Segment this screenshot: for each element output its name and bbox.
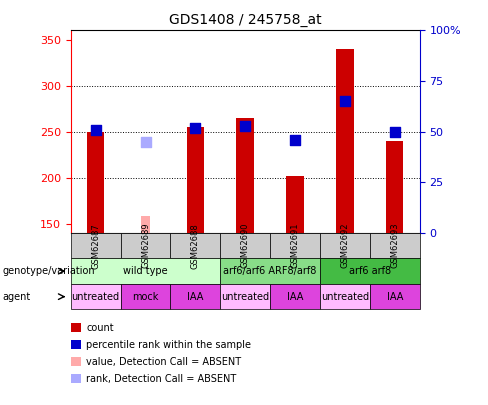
Text: GSM62693: GSM62693 — [390, 223, 399, 269]
Text: GSM62692: GSM62692 — [341, 223, 349, 269]
Text: GSM62690: GSM62690 — [241, 223, 250, 269]
Bar — [237, 118, 254, 233]
Text: agent: agent — [2, 292, 31, 302]
Text: untreated: untreated — [221, 292, 269, 302]
Text: untreated: untreated — [72, 292, 120, 302]
Text: GSM62689: GSM62689 — [141, 223, 150, 269]
Text: arf6 arf8: arf6 arf8 — [349, 266, 391, 276]
Point — [291, 136, 299, 143]
Point — [391, 128, 399, 135]
Point — [242, 122, 249, 129]
Bar — [87, 132, 104, 233]
Point — [191, 124, 199, 131]
Text: arf6/arf6 ARF8/arf8: arf6/arf6 ARF8/arf8 — [224, 266, 317, 276]
Title: GDS1408 / 245758_at: GDS1408 / 245758_at — [169, 13, 322, 27]
Text: GSM62687: GSM62687 — [91, 223, 100, 269]
Text: value, Detection Call = ABSENT: value, Detection Call = ABSENT — [86, 357, 242, 367]
Bar — [336, 49, 354, 233]
Text: genotype/variation: genotype/variation — [2, 266, 95, 276]
Text: IAA: IAA — [386, 292, 403, 302]
Bar — [141, 216, 150, 233]
Text: IAA: IAA — [287, 292, 303, 302]
Bar — [286, 176, 304, 233]
Text: rank, Detection Call = ABSENT: rank, Detection Call = ABSENT — [86, 374, 237, 384]
Point — [92, 126, 100, 133]
Text: GSM62691: GSM62691 — [290, 223, 300, 269]
Bar — [186, 127, 204, 233]
Point — [341, 98, 349, 104]
Text: wild type: wild type — [123, 266, 168, 276]
Text: IAA: IAA — [187, 292, 203, 302]
Text: GSM62688: GSM62688 — [191, 223, 200, 269]
Text: mock: mock — [132, 292, 159, 302]
Text: untreated: untreated — [321, 292, 369, 302]
Text: percentile rank within the sample: percentile rank within the sample — [86, 340, 251, 350]
Point — [142, 139, 149, 145]
Text: count: count — [86, 323, 114, 333]
Bar — [386, 141, 404, 233]
